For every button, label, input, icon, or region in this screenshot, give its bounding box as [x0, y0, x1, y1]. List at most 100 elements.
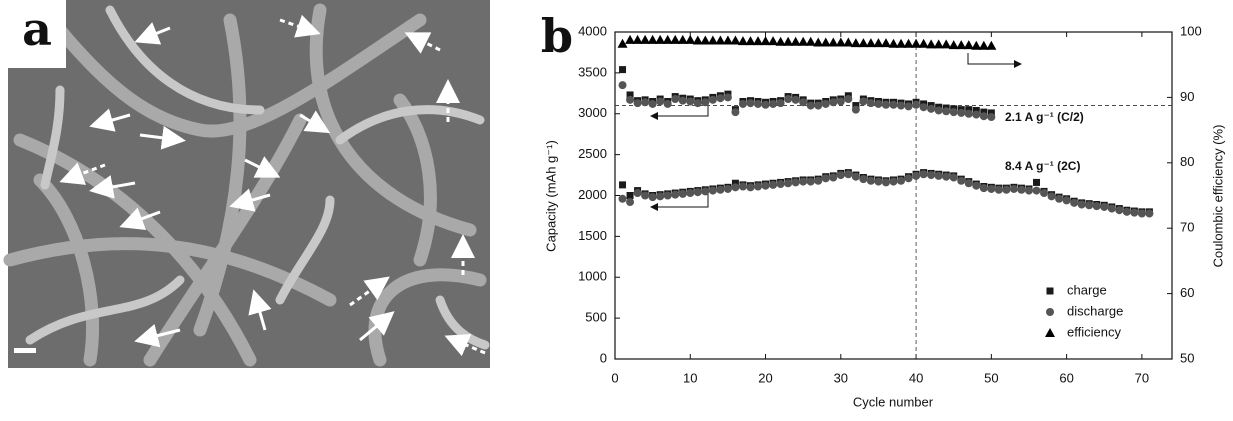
marker-circle [731, 108, 740, 117]
marker-triangle [722, 35, 733, 45]
marker-circle [633, 189, 642, 198]
marker-triangle [798, 36, 809, 46]
marker-circle [648, 193, 657, 202]
marker-circle [881, 100, 890, 109]
y-tick-label: 0 [600, 350, 607, 365]
marker-circle [1070, 198, 1079, 207]
marker-triangle [835, 37, 846, 47]
marker-circle [769, 99, 778, 108]
marker-circle [671, 95, 680, 104]
marker-circle [746, 183, 755, 192]
marker-circle [641, 191, 650, 200]
marker-circle [641, 98, 650, 107]
marker-circle [934, 106, 943, 115]
marker-circle [897, 101, 906, 110]
x-tick-label: 20 [758, 370, 772, 385]
marker-triangle [625, 34, 636, 44]
marker-circle [987, 184, 996, 193]
marker-circle [942, 107, 951, 116]
marker-triangle [813, 37, 824, 47]
marker-circle [927, 104, 936, 113]
marker-triangle [790, 36, 801, 46]
marker-triangle [828, 37, 839, 47]
arrows [650, 53, 1022, 211]
x-axis-title: Cycle number [853, 394, 934, 409]
marker-circle [626, 95, 635, 104]
marker-triangle [873, 38, 884, 48]
marker-circle [723, 93, 732, 102]
marker-circle [874, 177, 883, 186]
marker-circle [799, 98, 808, 107]
panel-label: a [22, 2, 52, 56]
marker-circle [686, 189, 695, 198]
marker-square [626, 192, 634, 199]
y-tick-label: 3500 [578, 64, 607, 79]
marker-circle [957, 176, 966, 185]
marker-circle [836, 97, 845, 106]
marker-triangle [783, 36, 794, 46]
marker-circle [889, 100, 898, 109]
marker-circle [693, 99, 702, 108]
marker-circle [633, 99, 642, 108]
annotation: 2.1 A g⁻¹ (C/2) [1005, 110, 1084, 124]
marker-circle [754, 99, 763, 108]
marker-circle [919, 170, 928, 179]
y2-tick-label: 70 [1180, 220, 1194, 235]
marker-circle [799, 177, 808, 186]
marker-circle [761, 100, 770, 109]
marker-triangle [617, 38, 628, 48]
marker-circle [1017, 185, 1026, 194]
marker-circle [769, 180, 778, 189]
marker-circle [904, 102, 913, 111]
legend-marker [1046, 287, 1054, 295]
marker-triangle [850, 38, 861, 48]
marker-circle [942, 172, 951, 181]
marker-triangle [753, 36, 764, 46]
y-tick-label: 2000 [578, 187, 607, 202]
marker-circle [701, 187, 710, 196]
marker-triangle [918, 38, 929, 48]
marker-square [731, 179, 739, 187]
marker-triangle [700, 35, 711, 45]
marker-triangle [926, 39, 937, 49]
y2-tick-label: 60 [1180, 285, 1194, 300]
marker-circle [1107, 204, 1116, 213]
marker-circle [1024, 186, 1033, 195]
marker-circle [1115, 206, 1124, 215]
marker-circle [723, 184, 732, 193]
marker-circle [866, 99, 875, 108]
marker-triangle [655, 34, 666, 44]
marker-square [965, 106, 973, 114]
marker-circle [693, 188, 702, 197]
marker-circle [1122, 207, 1131, 216]
y-tick-label: 3000 [578, 105, 607, 120]
marker-circle [663, 99, 672, 108]
marker-circle [994, 185, 1003, 194]
marker-circle [821, 99, 830, 108]
marker-circle [814, 101, 823, 110]
marker-circle [934, 171, 943, 180]
sem-image: a [3, 0, 490, 368]
marker-circle [874, 99, 883, 108]
marker-circle [912, 100, 921, 109]
marker-circle [776, 99, 785, 108]
marker-circle [836, 171, 845, 180]
marker-circle [964, 109, 973, 118]
marker-circle [716, 94, 725, 103]
annotation: 8.4 A g⁻¹ (2C) [1005, 159, 1080, 173]
marker-circle [626, 198, 635, 207]
marker-circle [814, 176, 823, 185]
marker-circle [987, 113, 996, 122]
marker-circle [912, 171, 921, 180]
marker-circle [746, 99, 755, 108]
marker-circle [761, 181, 770, 190]
marker-circle [1047, 192, 1056, 201]
marker-square [980, 108, 988, 116]
marker-triangle [903, 38, 914, 48]
marker-square [619, 66, 627, 74]
marker-circle [829, 173, 838, 182]
marker-triangle [632, 34, 643, 44]
marker-triangle [768, 36, 779, 46]
marker-circle [851, 172, 860, 181]
marker-circle [881, 178, 890, 187]
